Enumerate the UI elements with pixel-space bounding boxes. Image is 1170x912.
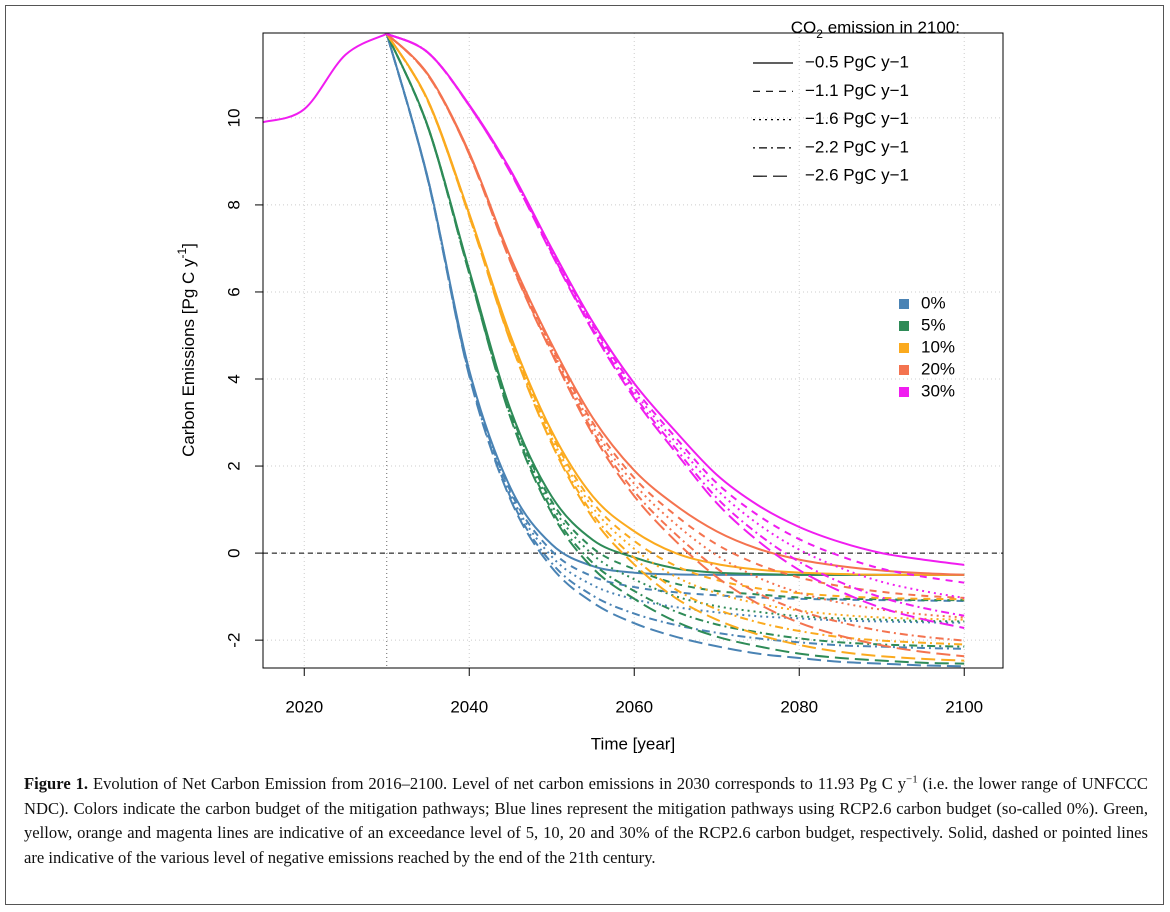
legend-label: 10% [921,337,955,356]
y-tick-label: -2 [224,633,243,648]
legend-swatch [899,365,909,375]
legend-title-main: CO [791,18,817,37]
legend-label: −1.6 PgC y−1 [805,109,909,128]
legend-label: −1.1 PgC y−1 [805,81,909,100]
caption-sup: −1 [906,773,918,786]
y-axis-label: Carbon Emissions [Pg C y-1] [175,243,198,457]
x-tick-label: 2060 [615,697,653,716]
x-tick-label: 2080 [780,697,818,716]
legend-swatch [899,343,909,353]
caption: Figure 1. Evolution of Net Carbon Emissi… [24,772,1148,870]
x-tick-label: 2040 [450,697,488,716]
y-tick-label: 10 [224,108,243,127]
data-line [385,33,965,668]
legend-label: 20% [921,359,955,378]
caption-label: Figure 1. [24,774,89,793]
data-line [385,33,965,650]
legend-title-sub: 2 [816,27,823,41]
data-line [386,33,965,658]
x-tick-label: 2100 [945,697,983,716]
y-tick-label: 4 [224,374,243,383]
data-line [386,33,965,599]
data-line [263,33,388,124]
y-label-end: ] [179,243,198,248]
legend-label: 30% [921,381,955,400]
figure-frame [5,5,1164,905]
legend-label: 5% [921,315,946,334]
legend-swatch [899,299,909,309]
chart: Carbon Emissions [Pg C y-1] Time [year] … [175,18,1004,753]
plot-frame [262,32,1004,669]
legend-swatch [899,387,909,397]
caption-text: Evolution of Net Carbon Emission from 20… [92,774,907,793]
legend-title-rest: emission in 2100: [823,18,960,37]
data-line [385,33,965,662]
legend-title: CO2 emission in 2100: [791,18,960,41]
legend-label: 0% [921,293,946,312]
legend-label: −2.2 PgC y−1 [805,137,909,156]
series-group [263,33,965,668]
x-axis-label: Time [year] [591,734,675,753]
y-label-sup: -1 [175,248,189,259]
data-line [386,33,965,617]
data-line [386,33,965,619]
y-tick-label: 0 [224,548,243,557]
y-label-text: Carbon Emissions [Pg C y [179,258,198,457]
legend-swatch [899,321,909,331]
x-tick-label: 2020 [285,697,323,716]
y-tick-label: 2 [224,461,243,470]
y-tick-label: 8 [224,200,243,209]
caption-text: (i.e. the lower range of UNFCCC NDC). Co… [24,774,1148,867]
y-tick-label: 6 [224,287,243,296]
data-line [385,33,965,665]
legend-label: −0.5 PgC y−1 [805,52,909,71]
data-line [386,33,965,599]
legend-label: −2.6 PgC y−1 [805,166,909,185]
